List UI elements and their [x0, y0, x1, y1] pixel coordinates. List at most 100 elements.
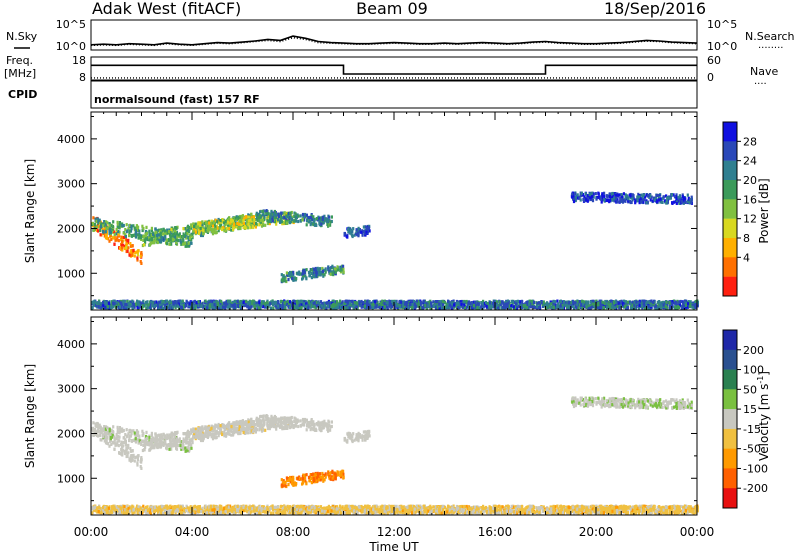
power-cell: [603, 191, 606, 195]
velocity-cell: [108, 444, 111, 448]
power-cell: [328, 215, 331, 219]
power-cell: [226, 305, 229, 309]
velocity-cell: [132, 438, 135, 443]
power-cell: [455, 299, 458, 304]
power-cell: [338, 303, 341, 307]
power-cell: [233, 303, 236, 307]
power-cell: [247, 222, 250, 227]
power-cell: [470, 302, 474, 306]
velocity-cell: [130, 432, 133, 436]
power-cell: [255, 302, 258, 306]
power-cell: [113, 232, 116, 236]
velocity-cell: [145, 430, 148, 434]
power-cell: [495, 303, 499, 307]
velocity-cell: [132, 453, 135, 457]
power-cell: [316, 269, 320, 273]
power-cell: [111, 224, 114, 229]
velocity-cell: [139, 459, 142, 463]
power-cell: [383, 299, 386, 303]
power-cell: [170, 242, 173, 246]
velocity-cell: [99, 433, 102, 438]
velocity-cell: [120, 445, 123, 449]
power-cell: [129, 244, 133, 248]
power-cell: [305, 304, 308, 308]
velocity-cell: [136, 458, 139, 462]
power-cell: [358, 230, 361, 234]
power-cell: [641, 195, 644, 199]
power-cell: [301, 270, 304, 274]
power-cell: [307, 270, 311, 275]
power-cell: [445, 303, 448, 307]
power-colorbar-swatch: [723, 199, 737, 219]
power-cell: [159, 305, 162, 309]
power-cell: [347, 299, 351, 303]
power-cell: [593, 305, 597, 309]
power-cell: [528, 299, 531, 303]
power-cell: [437, 306, 440, 310]
power-cell: [516, 302, 519, 306]
station-title: Adak West (fitACF): [92, 0, 241, 18]
velocity-cell: [139, 441, 143, 445]
power-cell: [194, 230, 197, 234]
power-cell: [253, 221, 256, 225]
power-panel-frame: [90, 111, 698, 311]
power-cell: [135, 250, 139, 254]
power-cell: [410, 299, 413, 303]
power-cell: [405, 302, 408, 306]
velocity-cell: [116, 425, 119, 429]
power-cell: [354, 232, 357, 236]
power-cell: [686, 193, 689, 197]
power-cell: [126, 300, 129, 304]
power-cell: [585, 198, 588, 202]
power-cell: [335, 306, 338, 310]
power-cell: [100, 302, 103, 306]
power-cell: [110, 305, 114, 309]
power-cell: [520, 305, 523, 310]
power-cell: [611, 192, 614, 196]
power-cell: [349, 299, 352, 304]
date-title: 18/Sep/2016: [604, 0, 706, 18]
power-cell: [108, 224, 111, 228]
power-cell: [128, 234, 131, 238]
power-cell: [294, 212, 297, 216]
velocity-cell: [92, 421, 95, 425]
power-cell: [321, 221, 324, 225]
power-cell: [130, 302, 133, 307]
power-cell: [653, 198, 656, 202]
power-cell: [297, 214, 300, 218]
power-cell: [572, 194, 575, 199]
power-cell: [336, 268, 339, 272]
power-cell: [220, 225, 223, 230]
power-cell: [365, 300, 368, 304]
velocity-cell: [121, 451, 124, 455]
power-cell: [107, 301, 110, 305]
power-cell: [208, 224, 211, 228]
velocity-cell: [127, 451, 130, 455]
power-cell: [389, 303, 392, 307]
power-cell: [430, 304, 433, 308]
power-cell: [258, 306, 261, 310]
power-cell: [151, 304, 154, 308]
power-cell: [333, 301, 336, 305]
velocity-cell: [118, 435, 121, 439]
power-cell: [646, 200, 649, 204]
power-cell: [188, 227, 191, 232]
power-cell: [354, 305, 357, 309]
velocity-cell: [124, 443, 127, 447]
power-cell: [187, 237, 190, 241]
power-cell: [214, 231, 217, 235]
power-cell: [574, 198, 577, 203]
power-colorbar-swatch: [723, 180, 737, 200]
power-cell: [269, 302, 272, 306]
power-cell: [171, 305, 174, 309]
power-cell: [118, 305, 121, 309]
power-cell: [234, 216, 237, 220]
power-cell: [523, 306, 526, 310]
velocity-cell: [136, 461, 139, 465]
power-cell: [211, 303, 214, 307]
power-cell: [146, 305, 149, 310]
power-cell: [142, 299, 145, 303]
nave-label: Nave: [750, 65, 778, 78]
power-cell: [323, 273, 326, 277]
power-cell: [349, 231, 352, 235]
